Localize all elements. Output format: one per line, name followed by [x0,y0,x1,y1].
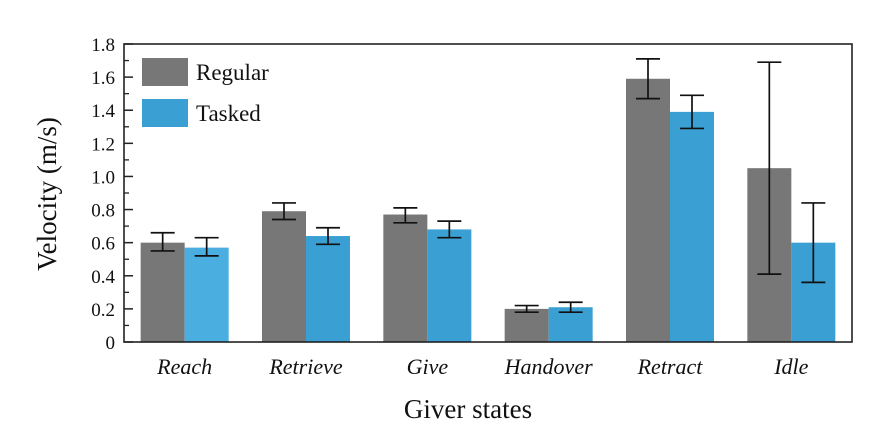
y-tick-label: 1.8 [91,35,115,56]
x-tick-label: Give [407,354,449,379]
legend-swatch-tasked [142,99,188,127]
y-tick-label: 0.8 [91,201,115,222]
y-tick-label: 1.4 [91,101,115,122]
y-axis-title: Velocity (m/s) [32,117,62,271]
error-bars [150,58,826,314]
y-tick-label: 0.6 [91,234,115,255]
y-tick-label: 1.6 [91,68,115,89]
legend-label-tasked: Tasked [196,101,261,126]
bar-regular-retract [626,78,670,343]
bar-regular-retrieve [262,211,306,342]
bar-tasked-reach [184,247,229,342]
y-tick-label: 1.0 [91,167,115,188]
bar-regular-give [383,214,428,342]
plot-frame [123,43,853,343]
x-axis-title: Giver states [404,394,532,424]
bar-regular-reach [140,242,185,342]
y-tick-label: 0.2 [91,300,115,321]
x-tick-label: Idle [773,354,808,379]
legend-swatch-regular [142,58,188,86]
bar-tasked-retrieve [306,236,350,342]
y-axis: 0 0.2 0.4 0.6 0.8 1.0 1.2 1.4 1.6 1.8 [91,35,133,354]
bar-tasked-retract [670,111,714,342]
y-tick-label: 0.4 [91,267,115,288]
y-tick-label: 1.2 [91,134,115,155]
x-tick-label: Retrieve [268,354,343,379]
legend-label-regular: Regular [196,60,269,85]
legend: Regular Tasked [142,58,269,127]
bar-tasked-give [427,229,472,342]
x-tick-label: Handover [504,354,593,379]
y-tick-label: 0 [106,333,116,354]
x-tick-label: Reach [156,354,212,379]
x-axis: Reach Retrieve Give Handover Retract Idle [156,354,808,379]
bar-regular-handover [504,308,549,342]
x-tick-label: Retract [637,354,704,379]
